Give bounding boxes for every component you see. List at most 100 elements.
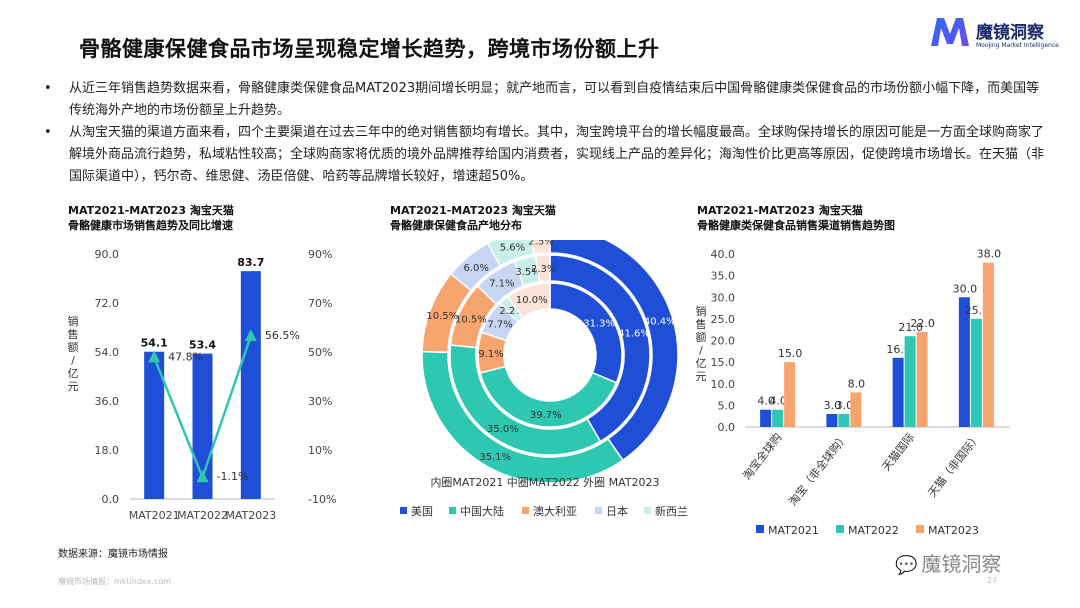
y2-tick-label: 90% — [308, 248, 332, 261]
bar — [970, 318, 982, 427]
x-tick-label: 淘宝全球购 — [740, 430, 785, 482]
legend-label: 澳大利亚 — [533, 504, 577, 518]
slice-label: 9.1% — [478, 349, 503, 360]
x-tick-label: 天猫国际 — [880, 431, 917, 474]
x-tick-label: 淘宝（非全球购） — [786, 430, 851, 508]
bar — [850, 392, 862, 427]
bar — [916, 331, 928, 427]
legend-swatch — [756, 525, 764, 533]
y-tick-label: 90.0 — [95, 248, 120, 261]
slice-label: 5.6% — [500, 242, 525, 253]
y-tick-label: 0.0 — [718, 421, 736, 434]
y-axis-label: 额 — [68, 341, 79, 354]
legend-swatch — [836, 525, 844, 533]
wechat-icon: 💬 — [895, 555, 918, 576]
logo-m-icon — [931, 18, 969, 46]
bar — [838, 414, 850, 427]
bar — [892, 357, 904, 427]
slice-label: 10.5% — [426, 311, 458, 322]
y2-tick-label: -10% — [308, 493, 336, 506]
y-axis-label: / — [699, 344, 703, 357]
bar-value-label: 8.0 — [848, 377, 866, 390]
watermark-text: 魔镜洞察 — [921, 552, 1002, 576]
y-axis-label: 售 — [68, 327, 79, 341]
slice-label: 6.0% — [463, 263, 488, 274]
slice-label: 41.6% — [618, 328, 650, 339]
bar-value-label: 30.0 — [953, 282, 978, 295]
wechat-watermark: 💬 魔镜洞察 — [895, 548, 1001, 577]
y2-tick-label: 30% — [308, 395, 332, 408]
donut-slice — [506, 282, 551, 319]
legend-swatch — [400, 507, 407, 514]
y-tick-label: 72.0 — [95, 297, 120, 310]
bar — [144, 351, 165, 499]
y-axis-label: 元 — [696, 370, 707, 383]
legend-swatch — [522, 507, 529, 514]
slice-label: 10.5% — [455, 315, 487, 326]
growth-label: 56.5% — [265, 329, 300, 342]
legend-swatch — [449, 507, 456, 514]
bar-value-label: 38.0 — [977, 248, 1002, 261]
footer-note: 魔镜市场情报：mktindex.com — [58, 577, 172, 586]
x-tick-label: 天猫（非国际） — [926, 431, 984, 500]
bar — [240, 271, 261, 499]
slice-label: 40.4% — [644, 317, 676, 328]
bar — [826, 414, 838, 427]
donut-slice — [479, 365, 618, 428]
x-tick-label: MAT2023 — [225, 509, 276, 522]
slice-label: 35.1% — [479, 452, 511, 463]
growth-marker — [148, 350, 161, 363]
slice-label: 3.5% — [515, 267, 540, 278]
y-tick-label: 15.0 — [711, 356, 736, 369]
bar-value-label: 3.0 — [836, 399, 854, 412]
bar — [904, 336, 916, 427]
chart1-title-line: 骨骼健康市场销售趋势及同比增速 — [68, 219, 233, 232]
bar-value-label: 83.7 — [237, 256, 264, 269]
bullet-text: 从近三年销售趋势数据来看，骨骼健康类保健食品MAT2023期间增长明显；就产地而… — [69, 81, 1040, 118]
bar-value-label: 22.0 — [910, 317, 935, 330]
bar-value-label: 15.0 — [778, 347, 803, 360]
growth-marker — [196, 470, 209, 483]
slice-label: 10.0% — [516, 295, 548, 306]
slice-label: 2.2% — [499, 306, 524, 317]
bar — [958, 297, 970, 427]
y-tick-label: 5.0 — [718, 399, 736, 412]
bar — [784, 362, 796, 427]
page-number: 27 — [987, 576, 998, 585]
y-tick-label: 20.0 — [711, 335, 736, 348]
sales-trend-chart: 0.0 18.0 36.0 54.0 72.0 90.0 -10% 10% 30% 50% 70% 9… — [68, 248, 337, 522]
origin-donut-chart: 31.3% 39.7% 9.1% 7.7% 2.2%10.0% 41.6% 35.0% 10.… — [400, 240, 688, 518]
slice-label: 39.7% — [530, 410, 562, 421]
y-axis-label: 销 — [696, 304, 707, 318]
brand-subtitle: Moojing Market Intelligence — [976, 42, 1059, 49]
y-tick-label: 30.0 — [711, 291, 736, 304]
growth-label: 47.8% — [168, 350, 203, 363]
bullet-item: • 从近三年销售趋势数据来看，骨骼健康类保健食品MAT2023期间增长明显；就产… — [44, 78, 1044, 122]
slice-label: 7.1% — [489, 279, 514, 290]
y-axis-label: 亿 — [68, 367, 79, 380]
legend-label: 中国大陆 — [460, 504, 504, 518]
legend-swatch — [595, 507, 602, 514]
chart2-title: MAT2021-MAT2023 淘宝天猫 骨骼健康保健食品产地分布 — [390, 203, 556, 233]
x-tick-label: MAT2022 — [177, 509, 228, 522]
y-axis-label: 售 — [696, 317, 707, 331]
legend-swatch — [644, 507, 651, 514]
brand-logo: 魔镜洞察 Moojing Market Intelligence — [928, 14, 1068, 54]
data-source: 数据来源：魔镜市场情报 — [58, 549, 168, 560]
channel-bar-chart: 0.0 5.0 10.0 15.0 20.0 25.0 30.0 35.0 40.0 销售额/亿元… — [696, 248, 1010, 537]
y2-tick-label: 50% — [308, 346, 332, 359]
y2-tick-label: 70% — [308, 297, 332, 310]
growth-label: -1.1% — [217, 470, 249, 483]
donut-slice — [549, 254, 651, 443]
chart2-title-line: MAT2021-MAT2023 淘宝天猫 — [390, 204, 556, 217]
chart3-title: MAT2021-MAT2023 淘宝天猫 骨骼健康类保健食品销售渠道销售趋势图 — [697, 203, 895, 233]
bullet-item: • 从淘宝天猫的渠道方面来看，四个主要渠道在过去三年中的绝对销售额均有增长。其中… — [44, 122, 1044, 188]
legend-label: 美国 — [411, 505, 433, 518]
growth-marker — [244, 329, 257, 342]
y-axis-label: / — [71, 354, 75, 367]
chart2-title-line: 骨骼健康保健食品产地分布 — [390, 219, 522, 232]
chart1-title: MAT2021-MAT2023 淘宝天猫 骨骼健康市场销售趋势及同比增速 — [68, 203, 234, 233]
chart3-title-line: MAT2021-MAT2023 淘宝天猫 — [697, 204, 863, 217]
y-tick-label: 18.0 — [95, 444, 120, 457]
bar-value-label: 21.0 — [898, 321, 923, 334]
